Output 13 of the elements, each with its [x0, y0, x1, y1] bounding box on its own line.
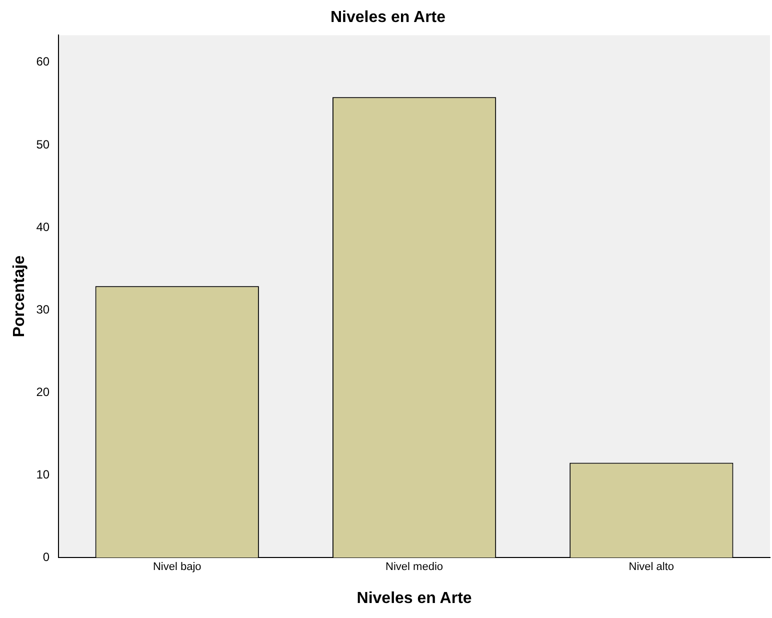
y-axis-title: Porcentaje [11, 255, 28, 338]
y-tick-label: 20 [36, 384, 50, 399]
x-axis-title: Niveles en Arte [356, 590, 472, 607]
x-tick-label: Nivel medio [386, 561, 444, 574]
y-tick-label: 0 [42, 550, 50, 564]
x-tick-label: Nivel alto [628, 561, 674, 574]
y-tick-label: 40 [36, 220, 50, 234]
y-tick-label: 50 [36, 137, 50, 152]
y-tick-label: 30 [36, 302, 50, 316]
y-tick-label: 10 [36, 467, 50, 482]
x-tick-label: Nivel bajo [152, 561, 202, 574]
chart-title: Niveles en Arte [330, 9, 446, 26]
y-tick-label: 60 [36, 54, 50, 69]
